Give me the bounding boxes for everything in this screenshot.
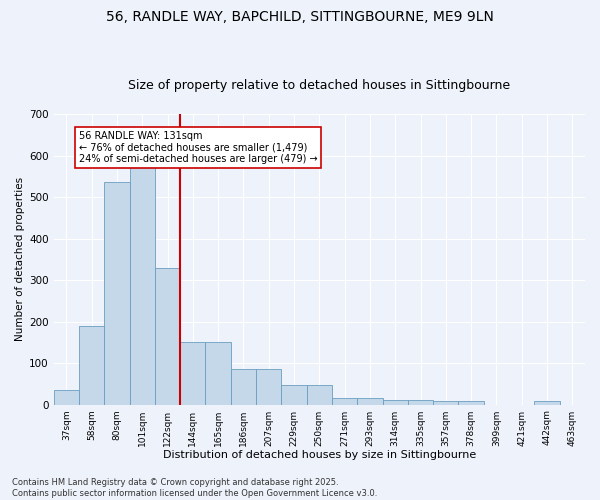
Text: 56, RANDLE WAY, BAPCHILD, SITTINGBOURNE, ME9 9LN: 56, RANDLE WAY, BAPCHILD, SITTINGBOURNE,… <box>106 10 494 24</box>
Bar <box>79 326 104 404</box>
Bar <box>433 402 458 404</box>
Bar <box>281 384 307 404</box>
Title: Size of property relative to detached houses in Sittingbourne: Size of property relative to detached ho… <box>128 79 511 92</box>
Bar <box>104 182 130 404</box>
Bar <box>408 400 433 404</box>
Bar <box>205 342 231 404</box>
X-axis label: Distribution of detached houses by size in Sittingbourne: Distribution of detached houses by size … <box>163 450 476 460</box>
Bar <box>307 384 332 404</box>
Bar <box>383 400 408 404</box>
Y-axis label: Number of detached properties: Number of detached properties <box>15 177 25 342</box>
Text: Contains HM Land Registry data © Crown copyright and database right 2025.
Contai: Contains HM Land Registry data © Crown c… <box>12 478 377 498</box>
Bar <box>130 166 155 404</box>
Text: 56 RANDLE WAY: 131sqm
← 76% of detached houses are smaller (1,479)
24% of semi-d: 56 RANDLE WAY: 131sqm ← 76% of detached … <box>79 130 317 164</box>
Bar <box>231 370 256 404</box>
Bar <box>256 370 281 404</box>
Bar <box>458 402 484 404</box>
Bar <box>332 398 357 404</box>
Bar <box>535 402 560 404</box>
Bar <box>155 268 180 404</box>
Bar <box>53 390 79 404</box>
Bar <box>180 342 205 404</box>
Bar <box>357 398 383 404</box>
